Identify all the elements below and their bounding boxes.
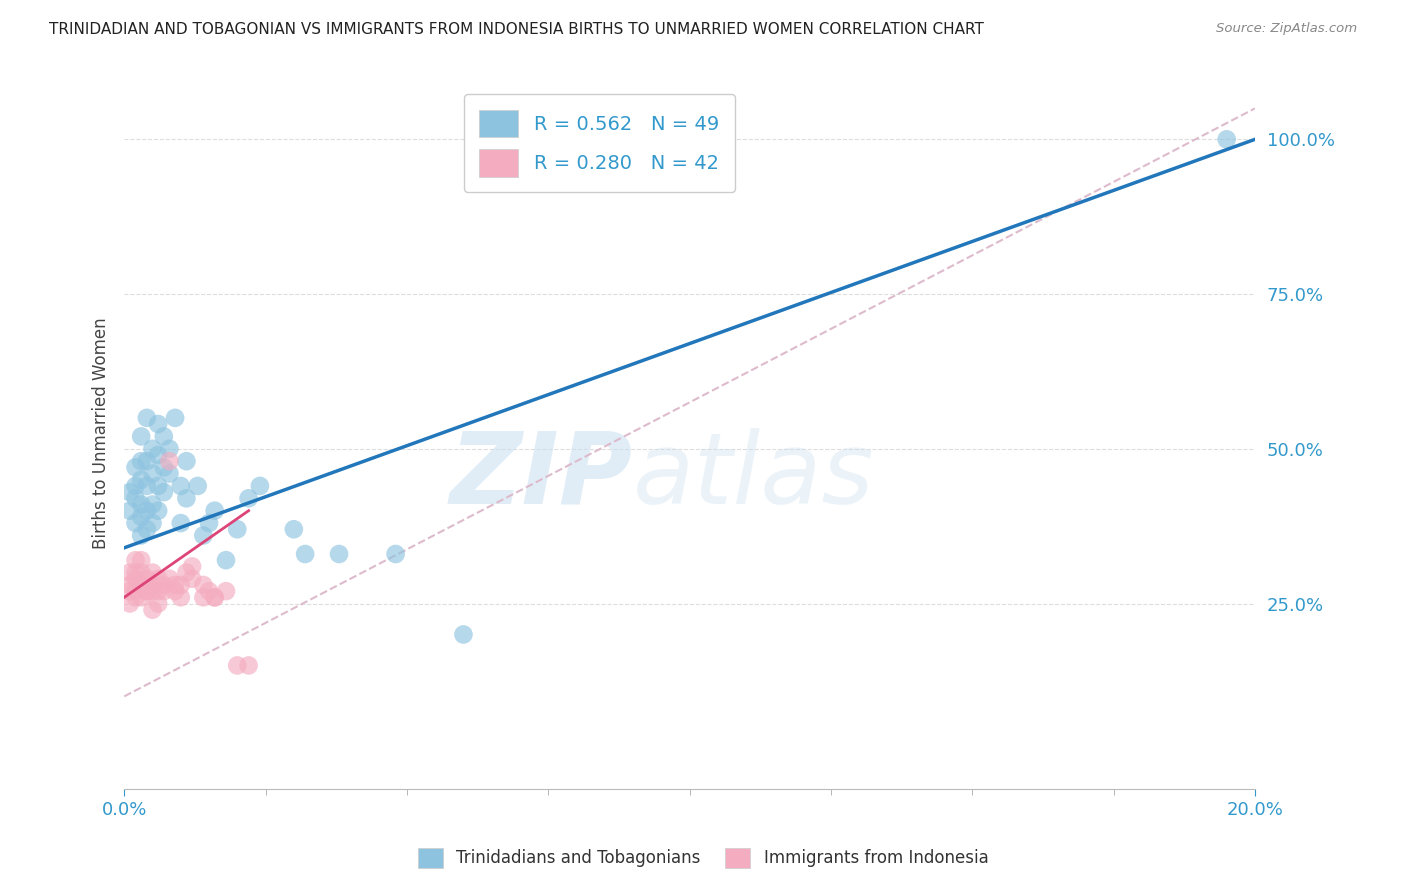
Point: [193, 591, 215, 605]
Point: [152, 578, 174, 592]
Point: [124, 460, 146, 475]
Point: [146, 479, 169, 493]
Point: [141, 578, 163, 592]
Point: [146, 584, 169, 599]
Point: [135, 522, 157, 536]
Point: [141, 584, 163, 599]
Point: [249, 479, 271, 493]
Point: [118, 504, 141, 518]
Point: [129, 566, 152, 580]
Point: [129, 553, 152, 567]
Point: [170, 516, 193, 530]
Point: [129, 509, 152, 524]
Point: [159, 442, 181, 456]
Point: [118, 584, 141, 599]
Point: [165, 584, 187, 599]
Point: [141, 498, 163, 512]
Point: [176, 454, 198, 468]
Point: [193, 578, 215, 592]
Point: [283, 522, 305, 536]
Point: [1215, 132, 1237, 146]
Point: [204, 591, 226, 605]
Point: [118, 597, 141, 611]
Point: [176, 566, 198, 580]
Point: [181, 572, 204, 586]
Point: [124, 591, 146, 605]
Point: [152, 429, 174, 443]
Point: [135, 504, 157, 518]
Point: [181, 559, 204, 574]
Point: [129, 528, 152, 542]
Point: [135, 584, 157, 599]
Point: [170, 479, 193, 493]
Point: [204, 504, 226, 518]
Point: [141, 566, 163, 580]
Point: [124, 479, 146, 493]
Point: [165, 578, 187, 592]
Point: [141, 467, 163, 481]
Point: [141, 442, 163, 456]
Point: [135, 572, 157, 586]
Point: [129, 578, 152, 592]
Y-axis label: Births to Unmarried Women: Births to Unmarried Women: [93, 318, 110, 549]
Point: [118, 578, 141, 592]
Point: [294, 547, 316, 561]
Point: [124, 516, 146, 530]
Legend: Trinidadians and Tobagonians, Immigrants from Indonesia: Trinidadians and Tobagonians, Immigrants…: [411, 841, 995, 875]
Text: ZIP: ZIP: [450, 427, 633, 524]
Point: [135, 410, 157, 425]
Point: [159, 454, 181, 468]
Point: [146, 417, 169, 431]
Point: [124, 491, 146, 506]
Point: [146, 597, 169, 611]
Point: [204, 591, 226, 605]
Point: [215, 553, 238, 567]
Point: [124, 566, 146, 580]
Point: [187, 479, 209, 493]
Point: [238, 491, 260, 506]
Point: [215, 584, 238, 599]
Point: [129, 429, 152, 443]
Point: [135, 454, 157, 468]
Point: [165, 410, 187, 425]
Point: [146, 504, 169, 518]
Point: [152, 485, 174, 500]
Point: [226, 522, 249, 536]
Text: TRINIDADIAN AND TOBAGONIAN VS IMMIGRANTS FROM INDONESIA BIRTHS TO UNMARRIED WOME: TRINIDADIAN AND TOBAGONIAN VS IMMIGRANTS…: [49, 22, 984, 37]
Point: [152, 460, 174, 475]
Point: [124, 572, 146, 586]
Point: [141, 603, 163, 617]
Point: [198, 516, 221, 530]
Point: [152, 584, 174, 599]
Text: Source: ZipAtlas.com: Source: ZipAtlas.com: [1216, 22, 1357, 36]
Point: [170, 578, 193, 592]
Point: [146, 448, 169, 462]
Point: [135, 479, 157, 493]
Point: [129, 454, 152, 468]
Point: [129, 498, 152, 512]
Point: [238, 658, 260, 673]
Point: [129, 591, 152, 605]
Point: [198, 584, 221, 599]
Point: [146, 572, 169, 586]
Legend: R = 0.562   N = 49, R = 0.280   N = 42: R = 0.562 N = 49, R = 0.280 N = 42: [464, 95, 734, 192]
Point: [118, 485, 141, 500]
Point: [176, 491, 198, 506]
Point: [124, 584, 146, 599]
Point: [118, 566, 141, 580]
Point: [226, 658, 249, 673]
Point: [159, 467, 181, 481]
Point: [170, 591, 193, 605]
Point: [135, 584, 157, 599]
Point: [124, 553, 146, 567]
Point: [141, 516, 163, 530]
Point: [129, 473, 152, 487]
Point: [193, 528, 215, 542]
Point: [159, 572, 181, 586]
Point: [453, 627, 475, 641]
Point: [384, 547, 406, 561]
Text: atlas: atlas: [633, 427, 875, 524]
Point: [328, 547, 350, 561]
